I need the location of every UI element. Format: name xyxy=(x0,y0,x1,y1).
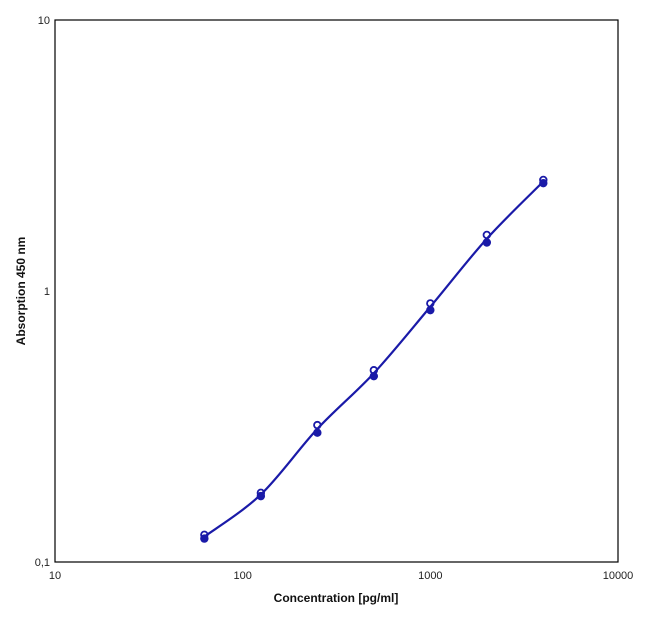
plot-area-frame xyxy=(54,19,619,563)
y-tick-label: 1 xyxy=(44,286,50,298)
data-point xyxy=(256,491,266,501)
y-tick-label: 0,1 xyxy=(35,557,50,569)
x-axis-label: Concentration [pg/ml] xyxy=(274,591,399,605)
x-tick-label: 10000 xyxy=(603,570,634,582)
data-point xyxy=(482,230,492,240)
x-tick-label: 1000 xyxy=(418,570,442,582)
data-point xyxy=(426,305,435,315)
data-point xyxy=(482,238,492,247)
data-point xyxy=(539,178,548,188)
x-tick-label: 100 xyxy=(233,570,251,582)
data-point xyxy=(313,428,322,437)
x-tick-label: 10 xyxy=(49,570,61,582)
data-point xyxy=(369,371,379,381)
data-point xyxy=(200,534,209,543)
fit-curve xyxy=(203,180,545,538)
y-tick-label: 10 xyxy=(38,15,50,27)
y-axis-label: Absorption 450 nm xyxy=(14,237,28,346)
data-point xyxy=(313,420,322,430)
